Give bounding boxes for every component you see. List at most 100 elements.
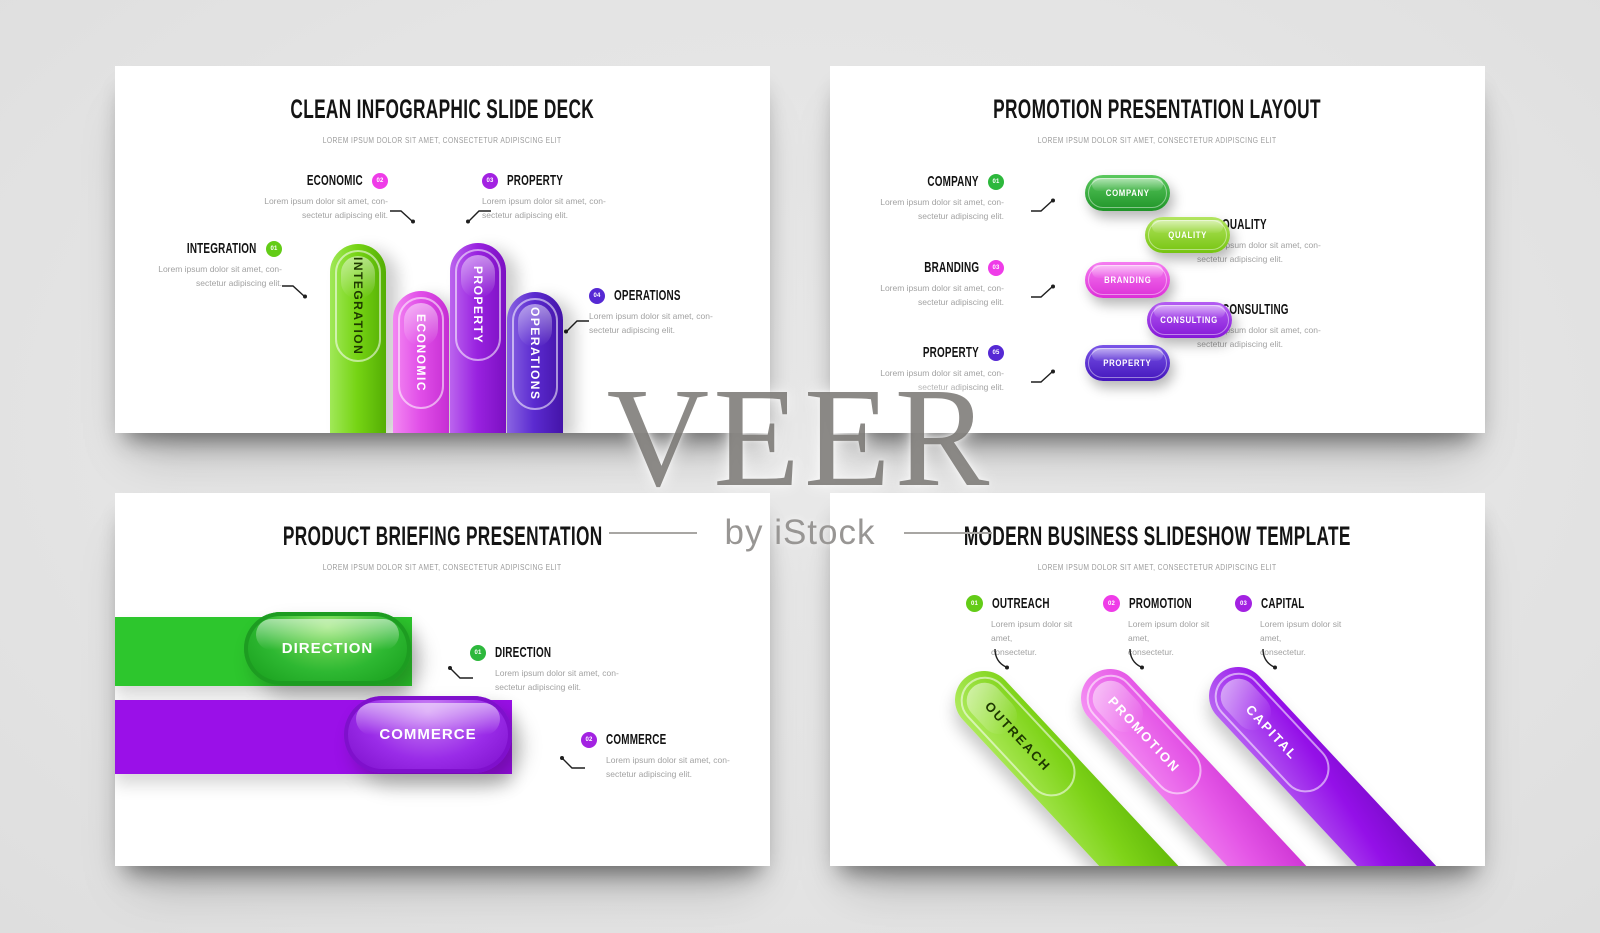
item-desc: Lorem ipsum dolor sit amet, con- — [589, 311, 713, 321]
slide-title: CLEAN INFOGRAPHIC SLIDE DECK — [290, 94, 595, 124]
step-badge: 03 — [482, 172, 498, 189]
bigpill-commerce: COMMERCE — [344, 696, 512, 773]
item-desc: sectetur adipiscing elit. — [1197, 338, 1283, 349]
step-badge: 01 — [966, 595, 983, 612]
slide-subtitle: LOREM IPSUM DOLOR SIT AMET, CONSECTETUR … — [323, 563, 562, 572]
item-desc: consectetur. — [991, 646, 1037, 657]
step-badge: 01 — [988, 173, 1004, 190]
item-capital: 03 CAPITAL Lorem ipsum dolor sit amet, c… — [1235, 595, 1363, 659]
item-label: COMMERCE — [606, 731, 667, 748]
item-desc: sectetur adipiscing elit. — [495, 681, 581, 692]
item-integration: INTEGRATION 01 Lorem ipsum dolor sit ame… — [125, 240, 282, 291]
item-desc: Lorem ipsum dolor sit amet, con- — [880, 368, 1004, 378]
connector-arrow-icon — [1030, 282, 1058, 302]
slide-modern-business: MODERN BUSINESS SLIDESHOW TEMPLATE LOREM… — [830, 493, 1485, 866]
item-economic: ECONOMIC 02 Lorem ipsum dolor sit amet, … — [218, 172, 388, 223]
item-desc: sectetur adipiscing elit. — [918, 381, 1004, 392]
item-label: CONSULTING — [1222, 301, 1289, 318]
item-desc: Lorem ipsum dolor sit amet, — [1128, 619, 1210, 643]
bar-label: PROMOTION — [1105, 693, 1184, 776]
item-desc: sectetur adipiscing elit. — [482, 209, 568, 220]
slide-header: CLEAN INFOGRAPHIC SLIDE DECK LOREM IPSUM… — [115, 96, 770, 148]
item-desc: Lorem ipsum dolor sit amet, con- — [1197, 240, 1321, 250]
item-label: DIRECTION — [495, 644, 552, 661]
pill-branding: BRANDING — [1085, 262, 1170, 298]
bar-label: CAPITAL — [1242, 702, 1302, 764]
slide-header: PROMOTION PRESENTATION LAYOUT LOREM IPSU… — [830, 96, 1485, 148]
pill-label: COMPANY — [1105, 187, 1150, 199]
item-desc: sectetur adipiscing elit. — [918, 210, 1004, 221]
item-label: QUALITY — [1222, 216, 1267, 233]
item-promotion: 02 PROMOTION Lorem ipsum dolor sit amet,… — [1103, 595, 1231, 659]
connector-arrow-icon — [559, 755, 587, 775]
item-label: CAPITAL — [1261, 595, 1305, 612]
connector-arrow-icon — [465, 206, 493, 226]
bar-label: OUTREACH — [982, 698, 1055, 775]
item-desc: sectetur adipiscing elit. — [918, 296, 1004, 307]
item-company: COMPANY 01 Lorem ipsum dolor sit amet, c… — [850, 173, 1004, 224]
item-property: 03 PROPERTY Lorem ipsum dolor sit amet, … — [482, 172, 652, 223]
item-branding: BRANDING 03 Lorem ipsum dolor sit amet, … — [850, 259, 1004, 310]
connector-arrow-icon — [990, 648, 1018, 670]
vertical-bar-operations: OPERATIONS — [507, 292, 563, 433]
item-desc: consectetur. — [1128, 646, 1174, 657]
pill-label: BRANDING — [1103, 274, 1152, 286]
item-outreach: 01 OUTREACH Lorem ipsum dolor sit amet, … — [966, 595, 1094, 659]
connector-arrow-icon — [389, 206, 417, 226]
vertical-bar-property: PROPERTY — [450, 243, 506, 433]
item-label: PROMOTION — [1129, 595, 1192, 612]
item-desc: consectetur. — [1260, 646, 1306, 657]
slide-promotion-layout: PROMOTION PRESENTATION LAYOUT LOREM IPSU… — [830, 66, 1485, 433]
step-badge: 03 — [1235, 595, 1252, 612]
item-commerce: 02 COMMERCE Lorem ipsum dolor sit amet, … — [581, 731, 770, 782]
item-label: BRANDING — [924, 259, 979, 276]
item-desc: Lorem ipsum dolor sit amet, con- — [606, 755, 730, 765]
item-desc: sectetur adipiscing elit. — [196, 277, 282, 288]
step-badge: 02 — [1103, 595, 1120, 612]
item-desc: Lorem ipsum dolor sit amet, — [991, 619, 1073, 643]
slide-product-briefing: PRODUCT BRIEFING PRESENTATION LOREM IPSU… — [115, 493, 770, 866]
bar-label: OPERATIONS — [528, 307, 542, 401]
item-desc: Lorem ipsum dolor sit amet, con- — [158, 264, 282, 274]
bigpill-direction: DIRECTION — [244, 612, 411, 685]
slide-header: PRODUCT BRIEFING PRESENTATION LOREM IPSU… — [115, 523, 770, 575]
pill-quality: QUALITY — [1145, 217, 1230, 253]
pill-label: CONSULTING — [1160, 314, 1219, 326]
item-desc: sectetur adipiscing elit. — [589, 324, 675, 335]
item-desc: Lorem ipsum dolor sit amet, con- — [495, 668, 619, 678]
item-desc: Lorem ipsum dolor sit amet, con- — [880, 283, 1004, 293]
pill-consulting: CONSULTING — [1147, 302, 1232, 338]
pill-label: QUALITY — [1168, 229, 1207, 241]
step-badge: 02 — [581, 731, 597, 748]
connector-arrow-icon — [563, 316, 591, 336]
step-badge: 05 — [988, 344, 1004, 361]
item-operations: 04 OPERATIONS Lorem ipsum dolor sit amet… — [589, 287, 764, 338]
item-label: OPERATIONS — [614, 287, 681, 304]
pill-company: COMPANY — [1085, 175, 1170, 211]
connector-arrow-icon — [1258, 648, 1286, 670]
slide-clean-infographic: CLEAN INFOGRAPHIC SLIDE DECK LOREM IPSUM… — [115, 66, 770, 433]
slide-title: PRODUCT BRIEFING PRESENTATION — [282, 521, 603, 551]
item-label: PROPERTY — [922, 344, 979, 361]
item-label: PROPERTY — [507, 172, 564, 189]
item-desc: Lorem ipsum dolor sit amet, — [1260, 619, 1342, 643]
step-badge: 02 — [372, 172, 388, 189]
slide-subtitle: LOREM IPSUM DOLOR SIT AMET, CONSECTETUR … — [1038, 136, 1277, 145]
bar-label: DIRECTION — [281, 640, 374, 657]
bar-label: PROPERTY — [471, 265, 485, 344]
connector-arrow-icon — [1030, 367, 1058, 387]
slide-title: MODERN BUSINESS SLIDESHOW TEMPLATE — [964, 521, 1351, 551]
item-desc: Lorem ipsum dolor sit amet, con- — [264, 196, 388, 206]
item-desc: sectetur adipiscing elit. — [302, 209, 388, 220]
item-desc: sectetur adipiscing elit. — [1197, 253, 1283, 264]
item-desc: Lorem ipsum dolor sit amet, con- — [1197, 325, 1321, 335]
item-desc: Lorem ipsum dolor sit amet, con- — [482, 196, 606, 206]
bar-label: COMMERCE — [379, 726, 477, 743]
item-label: OUTREACH — [992, 595, 1050, 612]
connector-arrow-icon — [281, 281, 309, 301]
slide-subtitle: LOREM IPSUM DOLOR SIT AMET, CONSECTETUR … — [323, 136, 562, 145]
connector-arrow-icon — [447, 665, 475, 685]
bar-label: ECONOMIC — [414, 314, 428, 392]
item-label: INTEGRATION — [187, 240, 257, 257]
